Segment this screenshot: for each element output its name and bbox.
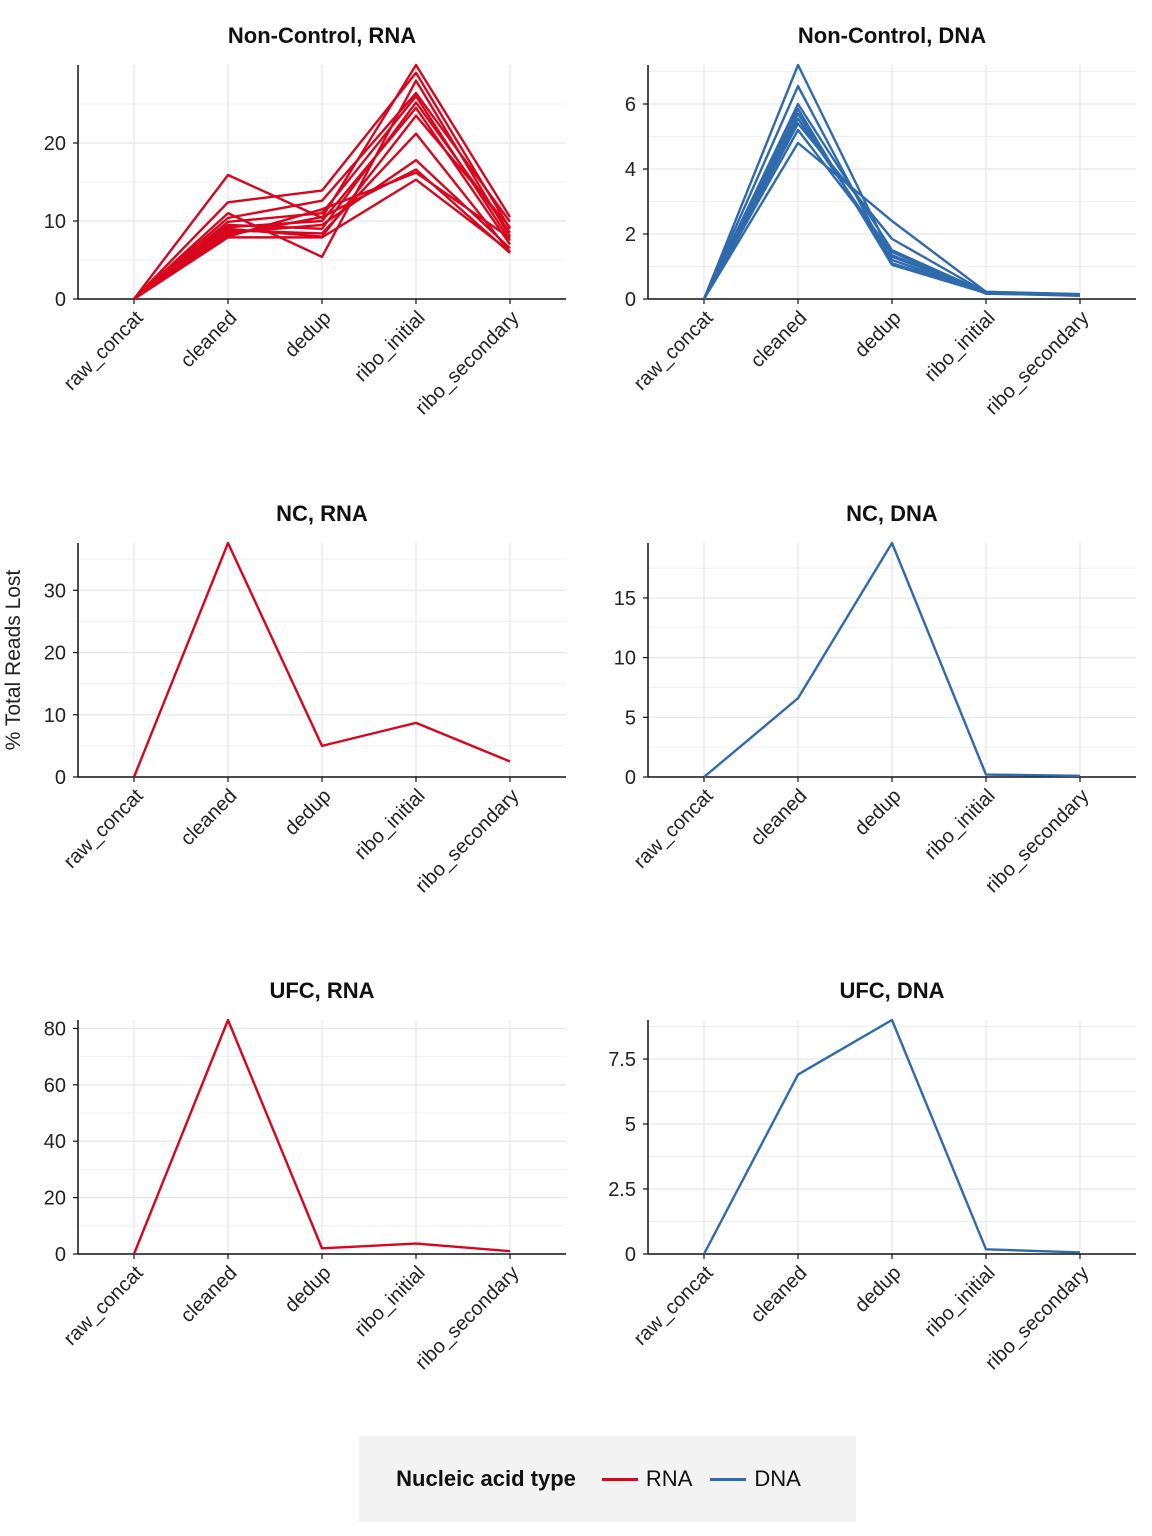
y-tick-label: 20 xyxy=(44,1188,66,1210)
series-line xyxy=(133,79,512,300)
series-line xyxy=(132,541,511,778)
x-tick-label: raw_concat xyxy=(60,1262,148,1350)
x-tick-label: ribo_initial xyxy=(920,1262,999,1341)
x-tick-label: ribo_initial xyxy=(920,785,999,864)
x-tick-label: dedup xyxy=(281,307,336,362)
x-tick-label: dedup xyxy=(281,1262,336,1317)
series-line xyxy=(133,71,512,300)
panel-title: Non-Control, RNA xyxy=(228,23,416,48)
x-tick-label: dedup xyxy=(851,1262,906,1317)
x-tick-label: raw_concat xyxy=(60,785,148,873)
panel-title: Non-Control, DNA xyxy=(798,23,986,48)
legend: Nucleic acid type RNA DNA xyxy=(359,1436,856,1522)
y-tick-label: 5 xyxy=(625,707,636,729)
series-line xyxy=(133,91,511,300)
figure: % Total Reads Lost Non-Control, RNA01020… xyxy=(2,23,1136,1374)
series-line xyxy=(132,1018,511,1255)
x-tick-label: raw_concat xyxy=(630,1262,718,1350)
series-line xyxy=(133,101,511,300)
x-tick-label: cleaned xyxy=(176,307,241,372)
series-line xyxy=(702,128,1081,300)
x-tick-label: cleaned xyxy=(746,1262,811,1327)
legend-item-dna: DNA xyxy=(710,1466,801,1492)
x-tick-label: cleaned xyxy=(176,1262,241,1327)
y-tick-label: 15 xyxy=(614,588,636,610)
x-tick-label: ribo_initial xyxy=(350,307,429,386)
panel-title: UFC, DNA xyxy=(839,978,944,1003)
legend-label-rna: RNA xyxy=(645,1466,693,1491)
series-line xyxy=(702,141,1081,300)
y-tick-label: 20 xyxy=(44,133,66,155)
y-tick-label: 0 xyxy=(625,767,636,789)
x-tick-label: cleaned xyxy=(176,785,241,850)
x-tick-label: ribo_initial xyxy=(350,1262,429,1341)
series-line xyxy=(133,132,511,300)
y-tick-label: 2 xyxy=(625,224,636,246)
y-tick-label: 6 xyxy=(625,94,636,116)
y-tick-label: 5 xyxy=(625,1114,636,1136)
legend-item-rna: RNA xyxy=(601,1466,693,1492)
x-tick-label: dedup xyxy=(851,785,906,840)
x-tick-label: ribo_initial xyxy=(350,785,429,864)
panel-title: NC, RNA xyxy=(276,501,368,526)
series-line xyxy=(703,541,1081,778)
legend-swatch-rna xyxy=(601,1477,638,1481)
x-tick-label: raw_concat xyxy=(630,785,718,873)
y-tick-label: 2.5 xyxy=(608,1179,636,1201)
y-tick-label: 0 xyxy=(55,767,66,789)
panel-2: NC, RNA 0 10 20 30 raw_concat cleaned dedup ribo… xyxy=(44,501,566,897)
series-line xyxy=(702,1018,1081,1255)
x-tick-label: dedup xyxy=(281,785,336,840)
x-tick-label: dedup xyxy=(851,307,906,362)
panel-5: UFC, DNA 0 2.5 5 7.5 raw_concat cleaned dedup ri… xyxy=(608,978,1136,1374)
y-axis-label: % Total Reads Lost xyxy=(2,570,25,751)
x-tick-label: raw_concat xyxy=(60,307,148,395)
y-tick-label: 60 xyxy=(44,1075,66,1097)
panel-3: NC, DNA 0 5 10 15 raw_concat cleaned dedup ribo_… xyxy=(614,501,1136,897)
y-tick-label: 0 xyxy=(625,1244,636,1266)
legend-label-dna: DNA xyxy=(754,1466,801,1491)
panel-4: UFC, RNA 0 20 40 60 80 raw_concat cleaned dedup r… xyxy=(44,978,566,1374)
series-line xyxy=(133,158,511,300)
y-tick-label: 10 xyxy=(44,705,66,727)
x-tick-label: cleaned xyxy=(746,307,811,372)
y-tick-label: 20 xyxy=(44,643,66,665)
panel-title: NC, DNA xyxy=(846,501,938,526)
legend-title: Nucleic acid type xyxy=(396,1466,576,1491)
y-tick-label: 10 xyxy=(614,648,636,670)
legend-swatch-dna xyxy=(710,1477,747,1481)
y-tick-label: 40 xyxy=(44,1131,66,1153)
y-tick-label: 7.5 xyxy=(608,1049,636,1071)
y-tick-label: 0 xyxy=(55,289,66,311)
panel-1: Non-Control, DNA 0 2 4 6 raw_concat cleaned ded… xyxy=(625,23,1136,419)
y-tick-label: 0 xyxy=(625,289,636,311)
x-tick-label: cleaned xyxy=(746,785,811,850)
y-tick-label: 0 xyxy=(55,1244,66,1266)
x-tick-label: raw_concat xyxy=(630,307,718,395)
y-tick-label: 4 xyxy=(625,159,636,181)
series-line xyxy=(133,178,511,301)
y-tick-label: 10 xyxy=(44,211,66,233)
panel-0: Non-Control, RNA 0 10 20 raw_concat cleaned de… xyxy=(44,23,566,419)
x-tick-label: ribo_initial xyxy=(920,307,999,386)
y-tick-label: 80 xyxy=(44,1018,66,1040)
panel-title: UFC, RNA xyxy=(269,978,374,1003)
y-tick-label: 30 xyxy=(44,580,66,602)
